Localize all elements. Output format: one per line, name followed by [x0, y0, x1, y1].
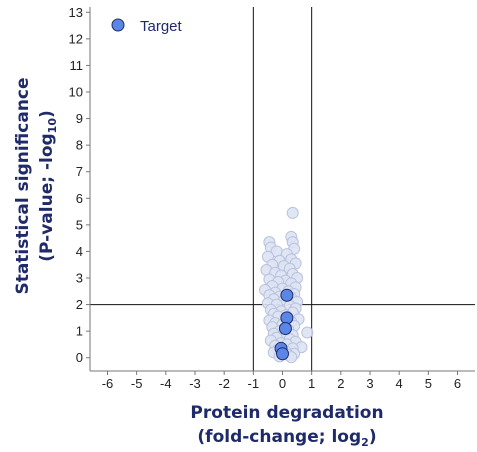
y-tick-label: 10 — [69, 85, 83, 100]
legend-marker — [111, 18, 125, 32]
y-tick-label: 1 — [76, 324, 83, 339]
x-axis-title: Protein degradation — [190, 403, 383, 423]
protein-point — [286, 206, 299, 219]
x-tick-label: 6 — [454, 376, 461, 391]
x-tick-label: 2 — [337, 376, 344, 391]
target-point — [280, 288, 294, 302]
x-tick-label: 5 — [425, 376, 432, 391]
target-point — [278, 321, 292, 335]
protein-point — [301, 326, 314, 339]
x-tick-label: 0 — [279, 376, 286, 391]
y-tick-label: 8 — [76, 138, 83, 153]
x-tick-label: -5 — [131, 376, 143, 391]
y-tick-label: 4 — [76, 244, 83, 259]
points-layer — [259, 206, 314, 364]
y-tick-label: 0 — [76, 350, 83, 365]
target-point — [280, 311, 294, 325]
x-tick-label: -4 — [160, 376, 172, 391]
y-tick-label: 6 — [76, 191, 83, 206]
x-tick-label: -6 — [102, 376, 114, 391]
x-axis-title-line2: (fold-change; log2) — [197, 427, 376, 449]
legend: Target — [111, 18, 183, 35]
x-tick-label: -2 — [218, 376, 230, 391]
y-axis-title-line2: (P-value; -log10) — [37, 110, 59, 262]
x-tick-label: -1 — [248, 376, 260, 391]
y-axis-title-group: Statistical significance — [13, 77, 33, 294]
y-tick-label: 5 — [76, 217, 83, 232]
x-tick-label: 1 — [308, 376, 315, 391]
y-tick-label: 3 — [76, 271, 83, 286]
y-tick-label: 12 — [69, 31, 83, 46]
y-tick-label: 13 — [69, 5, 83, 20]
x-tick-label: -3 — [189, 376, 201, 391]
y-tick-label: 9 — [76, 111, 83, 126]
x-tick-label: 4 — [396, 376, 403, 391]
y-axis-title: Statistical significance — [13, 77, 33, 294]
y-tick-label: 2 — [76, 297, 83, 312]
target-point — [276, 347, 289, 361]
y-tick-label: 11 — [70, 58, 84, 73]
y-tick-label: 7 — [76, 164, 83, 179]
x-tick-label: 3 — [366, 376, 373, 391]
y-axis-title-line2-group: (P-value; -log10) — [37, 110, 59, 262]
legend-label: Target — [140, 18, 183, 35]
